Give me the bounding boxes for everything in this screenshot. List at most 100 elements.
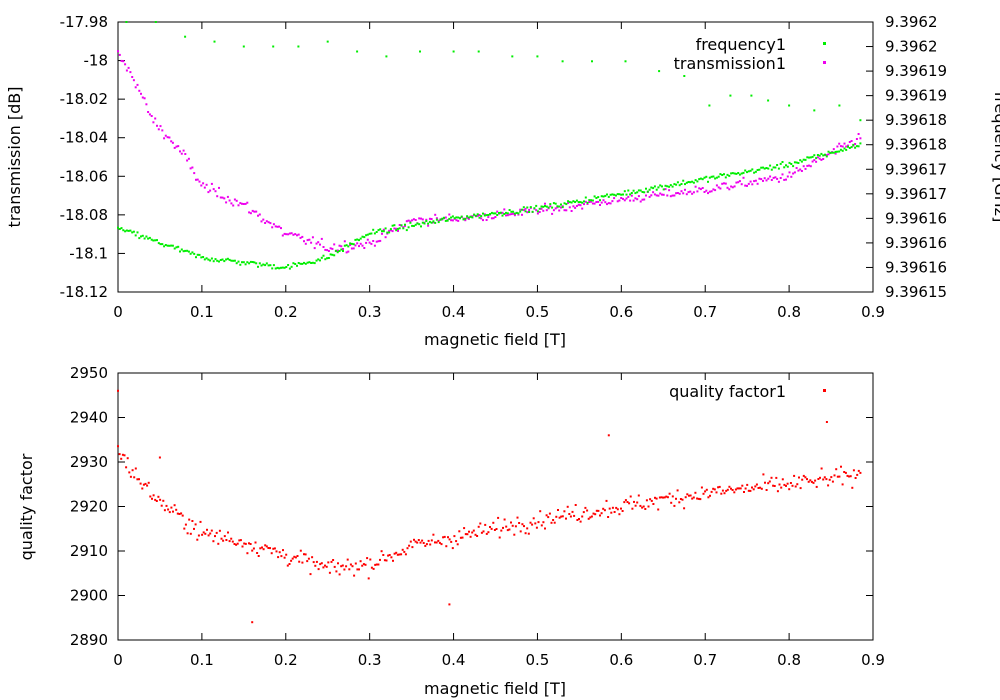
quality-factor1-point bbox=[487, 531, 490, 534]
transmission1-point bbox=[788, 171, 791, 174]
frequency1-point bbox=[147, 237, 150, 240]
transmission1-point bbox=[195, 178, 197, 181]
frequency1-point bbox=[294, 263, 297, 265]
frequency1-point bbox=[349, 242, 352, 245]
quality-factor1-point bbox=[731, 489, 734, 491]
frequency1-point bbox=[625, 193, 628, 196]
quality-factor1-point bbox=[356, 568, 359, 571]
quality-factor1-point bbox=[581, 515, 584, 518]
transmission1-point bbox=[246, 201, 249, 204]
frequency1-point bbox=[134, 234, 137, 237]
transmission1-point bbox=[570, 210, 573, 212]
transmission1-point bbox=[306, 239, 309, 242]
frequency1-point bbox=[453, 217, 456, 220]
frequency1-point bbox=[138, 237, 141, 240]
transmission1-point bbox=[278, 225, 281, 228]
frequency1-point bbox=[179, 250, 181, 253]
transmission1-point bbox=[579, 204, 582, 207]
frequency1-point bbox=[244, 263, 247, 266]
quality-factor1-point bbox=[341, 564, 344, 567]
frequency1-point bbox=[446, 219, 449, 222]
frequency1-point bbox=[221, 258, 224, 261]
quality-factor1-point bbox=[537, 521, 540, 524]
frequency1-point bbox=[384, 227, 387, 230]
quality-factor1-point bbox=[633, 500, 635, 503]
quality-factor1-point bbox=[623, 501, 626, 504]
frequency1-point bbox=[524, 210, 527, 213]
frequency1-point bbox=[561, 206, 564, 209]
transmission1-point bbox=[657, 194, 660, 197]
quality-factor1-point bbox=[117, 445, 119, 448]
transmission1-point bbox=[223, 197, 226, 200]
frequency1-point bbox=[754, 170, 757, 173]
quality-factor1-point bbox=[214, 535, 216, 538]
quality-factor1-point bbox=[251, 549, 254, 552]
frequency1-point bbox=[246, 261, 249, 264]
frequency1-point bbox=[173, 247, 176, 250]
frequency1-point bbox=[189, 252, 192, 255]
frequency1-point bbox=[363, 236, 366, 239]
quality-factor1-point bbox=[482, 530, 485, 533]
transmission1-point bbox=[303, 240, 305, 243]
quality-factor1-point bbox=[796, 483, 799, 486]
quality-factor1-point bbox=[222, 539, 225, 542]
frequency1-point bbox=[554, 202, 557, 205]
frequency1-point bbox=[334, 249, 337, 252]
quality-factor1-point bbox=[696, 497, 699, 500]
transmission1-point bbox=[806, 164, 809, 167]
quality-factor1-point bbox=[733, 491, 736, 494]
quality-factor1-point bbox=[121, 453, 124, 456]
quality-factor1-point bbox=[209, 532, 212, 535]
frequency1-point bbox=[145, 235, 148, 238]
frequency1-point bbox=[310, 262, 313, 264]
quality-factor1-point bbox=[603, 509, 606, 512]
frequency1-point bbox=[345, 244, 348, 247]
frequency1-point bbox=[788, 104, 791, 107]
quality-factor1-point bbox=[650, 499, 653, 502]
quality-factor1-point bbox=[831, 480, 834, 483]
quality-factor1-point bbox=[131, 469, 134, 472]
quality-factor1-point bbox=[285, 553, 288, 556]
quality-factor1-point bbox=[681, 498, 684, 501]
frequency1-point bbox=[765, 167, 768, 169]
quality-factor1-point bbox=[726, 488, 729, 491]
frequency1-point bbox=[606, 193, 608, 196]
transmission1-point bbox=[237, 204, 240, 207]
top-x-tick-label: 0.5 bbox=[526, 303, 550, 321]
transmission1-point bbox=[637, 195, 640, 198]
quality-factor1-point bbox=[375, 563, 378, 566]
frequency1-point bbox=[776, 164, 779, 166]
frequency1-point bbox=[496, 214, 499, 216]
quality-factor1-point bbox=[231, 540, 234, 543]
frequency1-point bbox=[272, 264, 275, 267]
frequency1-point bbox=[320, 256, 323, 259]
quality-factor1-point bbox=[303, 553, 305, 556]
quality-factor1-point bbox=[367, 577, 370, 580]
quality-factor1-point bbox=[269, 547, 271, 550]
frequency1-point bbox=[825, 155, 828, 158]
frequency1-point bbox=[561, 60, 564, 63]
frequency1-point bbox=[600, 195, 603, 198]
quality-factor1-point bbox=[673, 504, 676, 507]
transmission1-point bbox=[574, 206, 577, 209]
quality-factor1-point bbox=[634, 504, 637, 507]
transmission1-point bbox=[382, 228, 385, 231]
transmission1-point bbox=[526, 211, 529, 214]
frequency1-point bbox=[816, 154, 819, 156]
quality-factor1-point bbox=[822, 478, 825, 481]
transmission1-point bbox=[841, 145, 844, 148]
quality-factor1-point bbox=[660, 496, 663, 499]
frequency1-point bbox=[591, 60, 593, 63]
frequency1-point bbox=[682, 179, 685, 182]
transmission1-point bbox=[480, 217, 483, 220]
bottom-x-tick-label: 0.2 bbox=[274, 651, 298, 669]
transmission1-point bbox=[847, 144, 849, 147]
quality-factor1-point bbox=[539, 510, 542, 513]
transmission1-point bbox=[554, 207, 557, 210]
transmission1-point bbox=[744, 184, 747, 187]
frequency1-point bbox=[717, 175, 720, 178]
quality-factor1-point bbox=[582, 511, 585, 514]
frequency1-point bbox=[586, 201, 589, 204]
frequency1-point bbox=[721, 174, 724, 176]
